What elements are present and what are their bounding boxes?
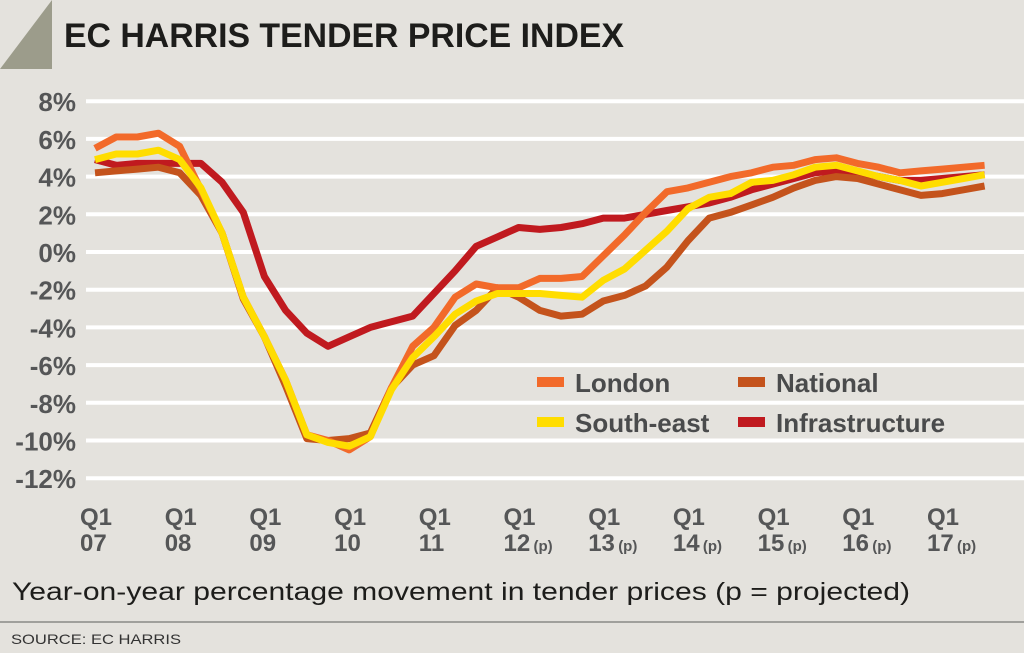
x-tick-quarter: Q1 (673, 504, 705, 531)
gridlines (86, 99, 1024, 481)
x-tick-projected-marker: (p) (788, 538, 807, 555)
legend-label: London (575, 368, 670, 398)
x-tick-quarter: Q1 (842, 504, 874, 531)
chart-title: EC HARRIS TENDER PRICE INDEX (64, 17, 624, 55)
legend-item-infrastructure: Infrastructure (738, 408, 945, 438)
corner-triangle-decoration (0, 0, 52, 69)
x-tick-year: 10 (334, 530, 361, 557)
legend-item-south-east: South-east (537, 408, 710, 438)
y-tick-label: 8% (38, 87, 76, 117)
y-tick-label: -8% (30, 389, 76, 419)
x-tick-projected-marker: (p) (957, 538, 976, 555)
legend-item-london: London (537, 368, 670, 398)
series-line-infrastructure (94, 156, 985, 350)
legend-label: Infrastructure (776, 408, 945, 438)
series-lines (93, 129, 986, 454)
x-tick-quarter: Q1 (165, 504, 197, 531)
x-tick-quarter: Q1 (927, 504, 959, 531)
x-tick-projected-marker: (p) (618, 538, 637, 555)
x-tick-year: 13 (588, 530, 615, 557)
x-tick-year: 17 (927, 530, 954, 557)
x-tick-year: 12 (504, 530, 531, 557)
legend: London National South-east Infrastructure (537, 368, 945, 438)
x-tick-year: 16 (842, 530, 869, 557)
y-tick-label: -6% (30, 351, 76, 381)
x-tick-projected-marker: (p) (872, 538, 891, 555)
y-tick-label: -12% (15, 464, 76, 494)
x-tick-quarter: Q1 (758, 504, 790, 531)
x-tick-quarter: Q1 (80, 504, 112, 531)
x-tick-year: 07 (80, 530, 107, 557)
x-tick-quarter: Q1 (588, 504, 620, 531)
y-tick-label: 4% (38, 163, 76, 193)
legend-swatch (738, 377, 765, 387)
y-tick-label: 0% (38, 238, 76, 268)
legend-swatch (738, 417, 765, 427)
x-tick-quarter: Q1 (334, 504, 366, 531)
x-tick-year: 14 (673, 530, 700, 557)
x-tick-year: 11 (419, 530, 444, 557)
y-axis-labels: 8% 6% 4% 2% 0% -2% -4% -6% -8% -10% -12% (15, 87, 76, 494)
legend-label: National (776, 368, 879, 398)
x-tick-year: 15 (758, 530, 785, 557)
x-tick-quarter: Q1 (504, 504, 536, 531)
legend-swatch (537, 377, 564, 387)
y-tick-label: 6% (38, 125, 76, 155)
chart-subtitle: Year-on-year percentage movement in tend… (12, 578, 910, 606)
x-tick-projected-marker: (p) (703, 538, 722, 555)
x-tick-quarter: Q1 (249, 504, 281, 531)
y-tick-label: -4% (30, 313, 76, 343)
x-tick-projected-marker: (p) (534, 538, 553, 555)
x-tick-quarter: Q1 (419, 504, 451, 531)
legend-swatch (537, 417, 564, 427)
x-tick-year: 08 (165, 530, 192, 557)
y-tick-label: -10% (15, 427, 76, 457)
series-line-south-east (94, 146, 986, 450)
legend-item-national: National (738, 368, 879, 398)
source-note: SOURCE: EC HARRIS (11, 631, 181, 647)
legend-label: South-east (575, 408, 710, 438)
y-tick-label: 2% (38, 200, 76, 230)
y-tick-label: -2% (30, 276, 76, 306)
x-tick-year: 09 (249, 530, 276, 557)
